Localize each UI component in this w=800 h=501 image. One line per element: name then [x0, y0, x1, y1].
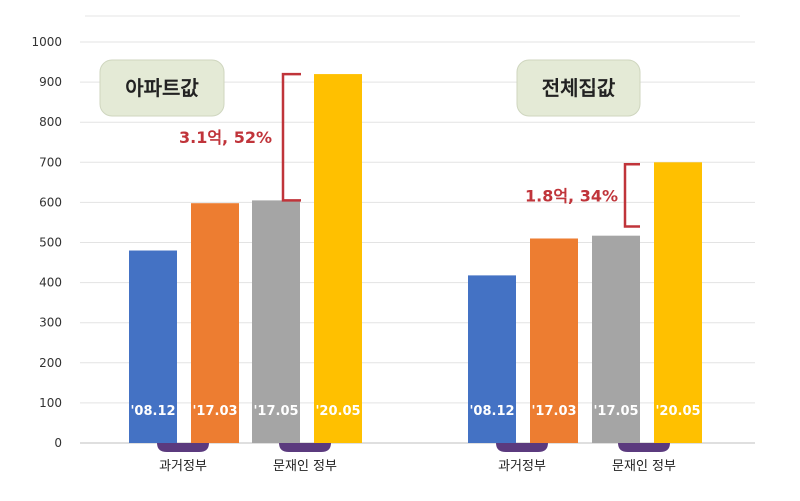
annotation-label: 1.8억, 34% [525, 186, 618, 205]
y-tick-label: 800 [39, 115, 62, 129]
annotation-label: 3.1억, 52% [179, 128, 272, 147]
group-title-badge [99, 59, 225, 117]
subgroup-label: 문재인 정부 [612, 459, 676, 474]
subgroup-marker [157, 443, 209, 452]
y-tick-label: 100 [39, 396, 62, 410]
bar-category-label: '08.12 [130, 404, 175, 419]
bar-category-label: '20.05 [655, 404, 700, 419]
bar [129, 250, 177, 443]
bar [592, 235, 640, 443]
annotation-bracket [281, 72, 301, 202]
y-tick-label: 400 [39, 276, 62, 290]
bar-category-label: '20.05 [315, 404, 360, 419]
subgroup-marker [496, 443, 548, 452]
bar [191, 203, 239, 443]
bar [252, 200, 300, 443]
subgroup-label: 과거정부 [498, 459, 546, 474]
bar [530, 238, 578, 443]
y-tick-label: 200 [39, 356, 62, 370]
bar-category-label: '17.03 [192, 404, 237, 419]
annotation-bracket [623, 163, 640, 228]
subgroup-marker [279, 443, 331, 452]
bar [468, 275, 516, 443]
y-tick-label: 600 [39, 195, 62, 209]
bar [314, 74, 362, 443]
group-title-badge [516, 59, 641, 117]
group-title: 아파트값 [125, 76, 199, 100]
y-tick-label: 900 [39, 75, 62, 89]
bar-category-label: '08.12 [469, 404, 514, 419]
subgroup-label: 문재인 정부 [273, 459, 337, 474]
bar-category-label: '17.05 [253, 404, 298, 419]
group-title: 전체집값 [542, 76, 616, 100]
bar-category-label: '17.05 [593, 404, 638, 419]
bar-category-label: '17.03 [531, 404, 576, 419]
y-tick-label: 1000 [31, 35, 62, 49]
subgroup-marker [618, 443, 670, 452]
y-tick-label: 700 [39, 155, 62, 169]
subgroup-label: 과거정부 [159, 459, 207, 474]
bar [654, 162, 702, 444]
y-tick-label: 500 [39, 236, 62, 250]
y-tick-label: 0 [54, 436, 62, 450]
y-tick-label: 300 [39, 316, 62, 330]
